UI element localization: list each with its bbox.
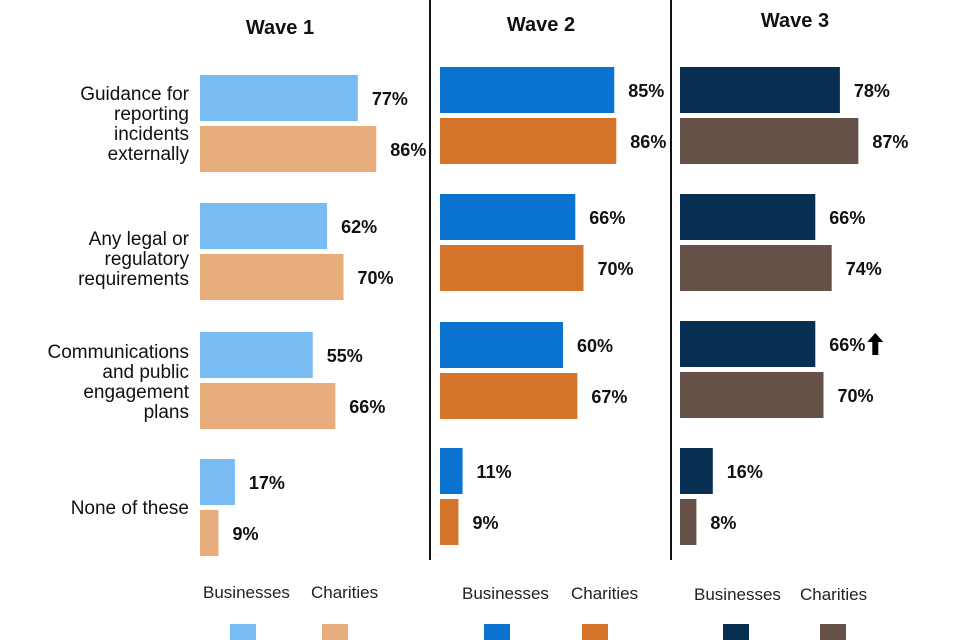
data-label: 85%: [628, 81, 664, 101]
bar: [680, 448, 713, 494]
bar: [200, 332, 313, 378]
bar: [680, 194, 816, 240]
category-label-line: Guidance for: [80, 84, 189, 105]
bar: [200, 75, 358, 121]
data-label: 77%: [372, 89, 408, 109]
data-label: 16%: [727, 462, 763, 482]
category-label: Communications and public engagement plans: [48, 342, 190, 423]
data-label: 66%: [829, 335, 865, 355]
legend-swatch: [484, 624, 510, 640]
bar: [440, 373, 578, 419]
bar: [680, 245, 832, 291]
data-label: 78%: [854, 81, 890, 101]
bar: [200, 203, 328, 249]
bar: [680, 118, 859, 164]
legend-label: Charities: [571, 584, 638, 603]
bar: [200, 459, 235, 505]
category-label-line: regulatory: [105, 249, 190, 270]
category-label: Guidance for reporting incidents externally: [80, 84, 189, 165]
bar: [200, 383, 336, 429]
bar: [440, 499, 459, 545]
data-label: 66%: [349, 397, 385, 417]
data-label: 55%: [327, 346, 363, 366]
category-label-line: plans: [144, 402, 189, 423]
data-label: 60%: [577, 336, 613, 356]
panel-title: Wave 2: [507, 14, 575, 36]
category-label-line: externally: [108, 144, 190, 165]
bar: [200, 254, 344, 300]
bar: [680, 67, 840, 113]
category-label-line: Any legal or: [89, 229, 190, 250]
bar: [680, 321, 816, 367]
category-label: Any legal or regulatory requirements: [78, 229, 190, 290]
category-label-line: None of these: [71, 498, 189, 519]
bar: [440, 448, 463, 494]
data-label: 67%: [591, 387, 627, 407]
bar: [440, 194, 576, 240]
data-label: 17%: [249, 473, 285, 493]
data-label: 9%: [232, 524, 258, 544]
bar: [440, 322, 563, 368]
category-label-line: Communications: [48, 342, 190, 363]
legend-label: Businesses: [462, 584, 549, 603]
category-label-line: and public: [102, 362, 189, 383]
category-label-line: incidents: [114, 124, 189, 145]
legend-swatch: [820, 624, 846, 640]
legend-label: Businesses: [694, 585, 781, 604]
data-label: 70%: [838, 386, 874, 406]
data-label: 74%: [846, 259, 882, 279]
data-label: 66%: [829, 208, 865, 228]
data-label: 86%: [630, 132, 666, 152]
data-label: 87%: [872, 132, 908, 152]
panel-title: Wave 1: [246, 17, 314, 39]
bar: [440, 67, 615, 113]
legend-swatch: [723, 624, 749, 640]
legend-swatch: [582, 624, 608, 640]
data-label: 86%: [390, 140, 426, 160]
data-label: 8%: [710, 513, 736, 533]
bar: [200, 126, 377, 172]
bar: [680, 372, 824, 418]
data-label: 62%: [341, 217, 377, 237]
category-label-line: requirements: [78, 269, 189, 290]
bar: [440, 118, 617, 164]
data-label: 66%: [589, 208, 625, 228]
up-arrow-icon: [867, 333, 884, 355]
category-label: None of these: [71, 498, 189, 519]
data-label: 70%: [598, 259, 634, 279]
legend-swatch: [230, 624, 256, 640]
bar: [440, 245, 584, 291]
legend-label: Charities: [800, 585, 867, 604]
legend-swatch: [322, 624, 348, 640]
panel-title: Wave 3: [761, 10, 829, 32]
category-label-line: reporting: [114, 104, 189, 125]
bar: [200, 510, 219, 556]
bar: [680, 499, 697, 545]
legend-label: Businesses: [203, 583, 290, 602]
legend-label: Charities: [311, 583, 378, 602]
data-label: 11%: [477, 462, 512, 482]
category-label-line: engagement: [83, 382, 189, 403]
data-label: 9%: [472, 513, 498, 533]
data-label: 70%: [358, 268, 394, 288]
